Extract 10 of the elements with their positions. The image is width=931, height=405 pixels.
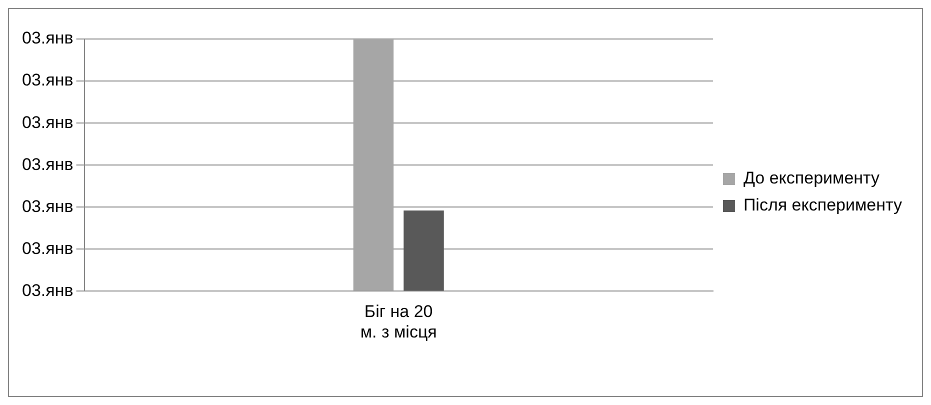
text: 03.янв (22, 112, 74, 132)
legend-label: Після експерименту (743, 196, 902, 215)
text: 03.янв (22, 196, 74, 216)
text: 03.янв (22, 280, 74, 300)
text: 03.янв (22, 238, 74, 258)
text: 03.янв (22, 154, 74, 174)
x-tick-label: Біг на 20 м. з місця (360, 302, 437, 342)
text: 03.янв (22, 70, 74, 90)
legend-label: До експерименту (743, 168, 880, 188)
text: 03.янв (22, 28, 74, 48)
